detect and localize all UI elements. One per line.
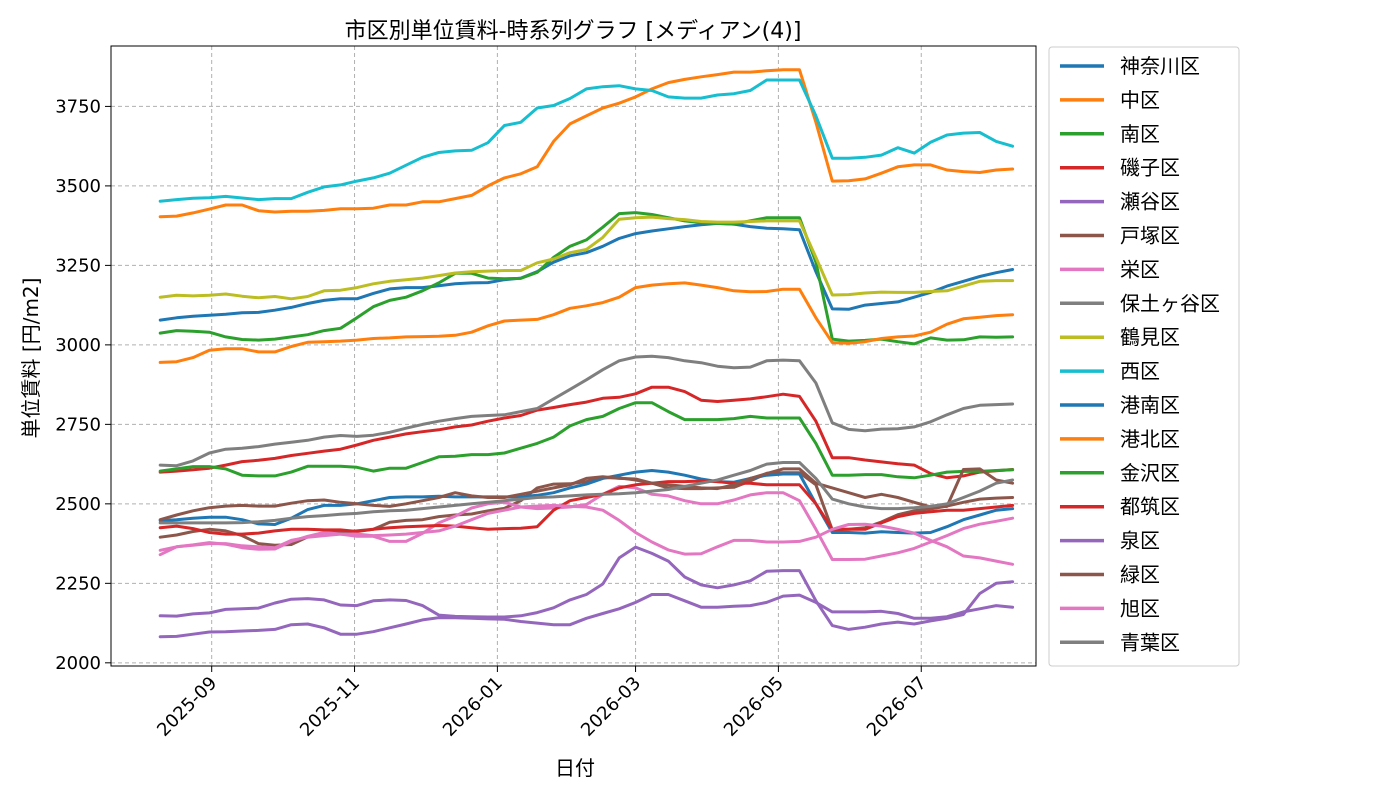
- legend-entry: 旭区: [1060, 596, 1160, 620]
- legend-label: 港南区: [1120, 393, 1180, 417]
- chart-title: 市区別単位賃料-時系列グラフ [メディアン(4)]: [345, 19, 802, 44]
- legend-entry: 港南区: [1060, 393, 1180, 417]
- legend-label: 南区: [1120, 122, 1160, 146]
- y-axis-label: 単位賃料 [円/m2]: [19, 278, 43, 439]
- y-tick-label: 2250: [55, 573, 101, 594]
- legend-entry: 南区: [1060, 122, 1160, 146]
- y-tick-label: 3250: [55, 255, 101, 276]
- legend-entry: 西区: [1060, 359, 1160, 383]
- series-line: [158, 479, 1015, 536]
- series-line: [158, 503, 1015, 566]
- legend-label: 泉区: [1120, 529, 1160, 553]
- legend-label: 神奈川区: [1120, 54, 1200, 78]
- x-tick-label: 2026-01: [439, 673, 507, 741]
- legend-entry: 金沢区: [1060, 461, 1180, 485]
- legend-entry: 中区: [1060, 88, 1160, 112]
- legend-label: 青葉区: [1120, 630, 1180, 654]
- legend-label: 戸塚区: [1120, 224, 1180, 248]
- series-line: [158, 221, 1015, 322]
- x-axis-label: 日付: [555, 756, 595, 780]
- y-tick-label: 2500: [55, 494, 101, 515]
- y-tick-label: 3750: [55, 96, 101, 117]
- legend-entry: 緑区: [1060, 563, 1160, 587]
- legend-label: 金沢区: [1120, 461, 1180, 485]
- legend: 神奈川区中区南区磯子区瀬谷区戸塚区栄区保土ヶ谷区鶴見区西区港南区港北区金沢区都筑…: [1048, 46, 1240, 667]
- legend-entry: 泉区: [1060, 529, 1160, 553]
- legend-label: 緑区: [1120, 563, 1160, 587]
- series-lines: [158, 68, 1015, 639]
- legend-entry: 都筑区: [1060, 495, 1180, 519]
- x-tick-label: 2025-11: [296, 673, 364, 741]
- series-line: [158, 215, 1015, 301]
- y-tick-label: 2750: [55, 414, 101, 435]
- series-line: [158, 354, 1015, 468]
- legend-label: 鶴見区: [1120, 325, 1180, 349]
- legend-label: 栄区: [1120, 257, 1160, 281]
- series-line: [158, 68, 1015, 219]
- legend-entry: 栄区: [1060, 257, 1160, 281]
- legend-entry: 青葉区: [1060, 630, 1180, 654]
- legend-entry: 磯子区: [1060, 156, 1180, 180]
- y-axis-ticks: 2000 2250 2500 2750 3000 3250 3500 3750: [55, 96, 111, 674]
- series-line: [158, 467, 1015, 522]
- legend-label: 瀬谷区: [1120, 190, 1180, 214]
- x-tick-label: 2025-09: [153, 673, 221, 741]
- legend-entry: 瀬谷区: [1060, 190, 1180, 214]
- series-line: [158, 401, 1015, 480]
- legend-label: 西区: [1120, 359, 1160, 383]
- x-axis-ticks: 2025-09 2025-11 2026-01 2026-03 2026-05 2026-…: [153, 666, 931, 741]
- series-line: [158, 281, 1015, 364]
- series-line: [158, 461, 1015, 525]
- series-line: [158, 78, 1015, 203]
- legend-entry: 神奈川区: [1060, 54, 1200, 78]
- series-line: [158, 211, 1015, 346]
- legend-entry: 鶴見区: [1060, 325, 1180, 349]
- legend-entry: 保土ヶ谷区: [1060, 291, 1220, 315]
- y-tick-label: 3000: [55, 335, 101, 356]
- legend-entry: 港北区: [1060, 427, 1180, 451]
- legend-label: 中区: [1120, 88, 1160, 112]
- legend-label: 保土ヶ谷区: [1120, 291, 1220, 315]
- grid-lines: [111, 46, 1036, 666]
- x-tick-label: 2026-07: [863, 673, 931, 741]
- x-tick-label: 2026-05: [720, 673, 788, 741]
- series-line: [158, 593, 1015, 639]
- legend-label: 都筑区: [1120, 495, 1180, 519]
- legend-label: 旭区: [1120, 596, 1160, 620]
- plot-area-frame: [110, 45, 1037, 667]
- series-line: [158, 469, 1015, 535]
- series-line: [158, 545, 1015, 631]
- series-line: [158, 385, 1015, 480]
- legend-entry: 戸塚区: [1060, 224, 1180, 248]
- legend-label: 港北区: [1120, 427, 1180, 451]
- y-tick-label: 2000: [55, 653, 101, 674]
- x-tick-label: 2026-03: [577, 673, 645, 741]
- legend-label: 磯子区: [1120, 156, 1180, 180]
- y-tick-label: 3500: [55, 176, 101, 197]
